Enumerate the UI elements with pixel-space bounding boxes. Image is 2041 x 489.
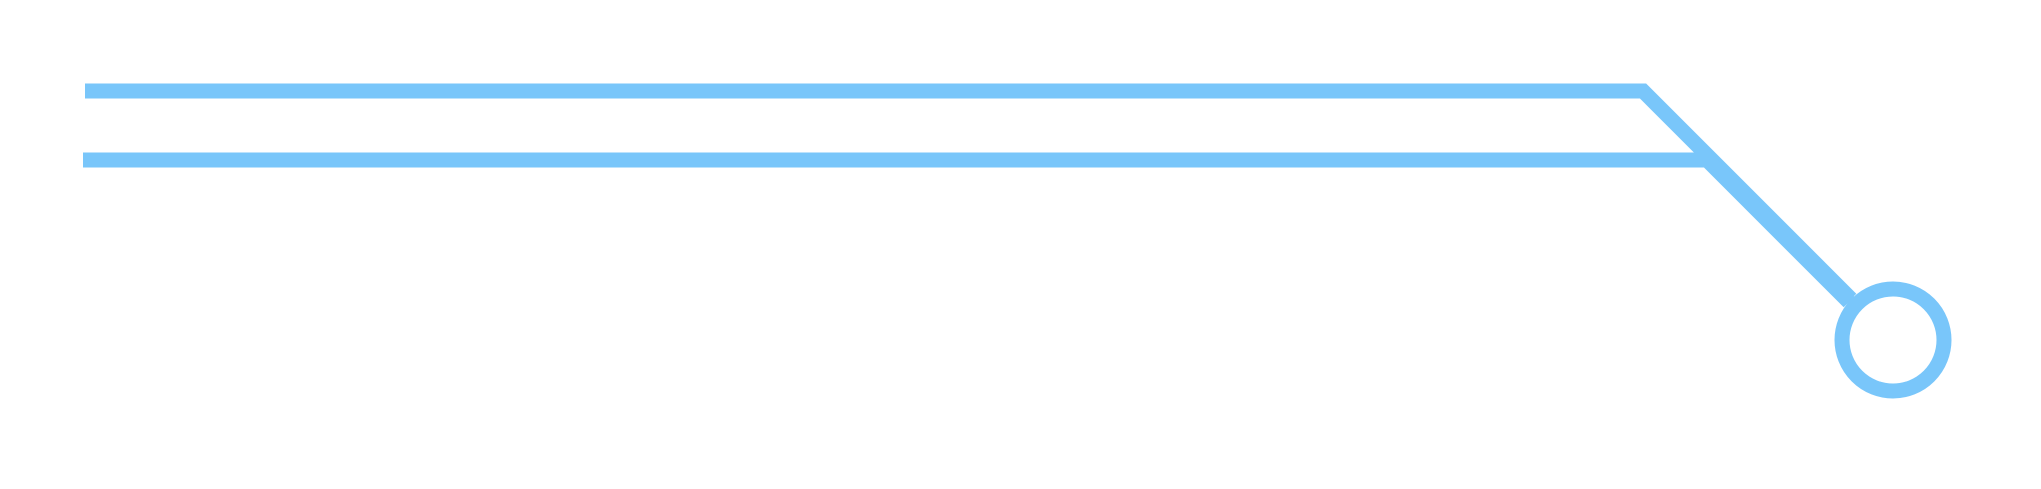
end-node-circle[interactable] [1834, 281, 1952, 399]
lower-track-line [83, 152, 1855, 308]
